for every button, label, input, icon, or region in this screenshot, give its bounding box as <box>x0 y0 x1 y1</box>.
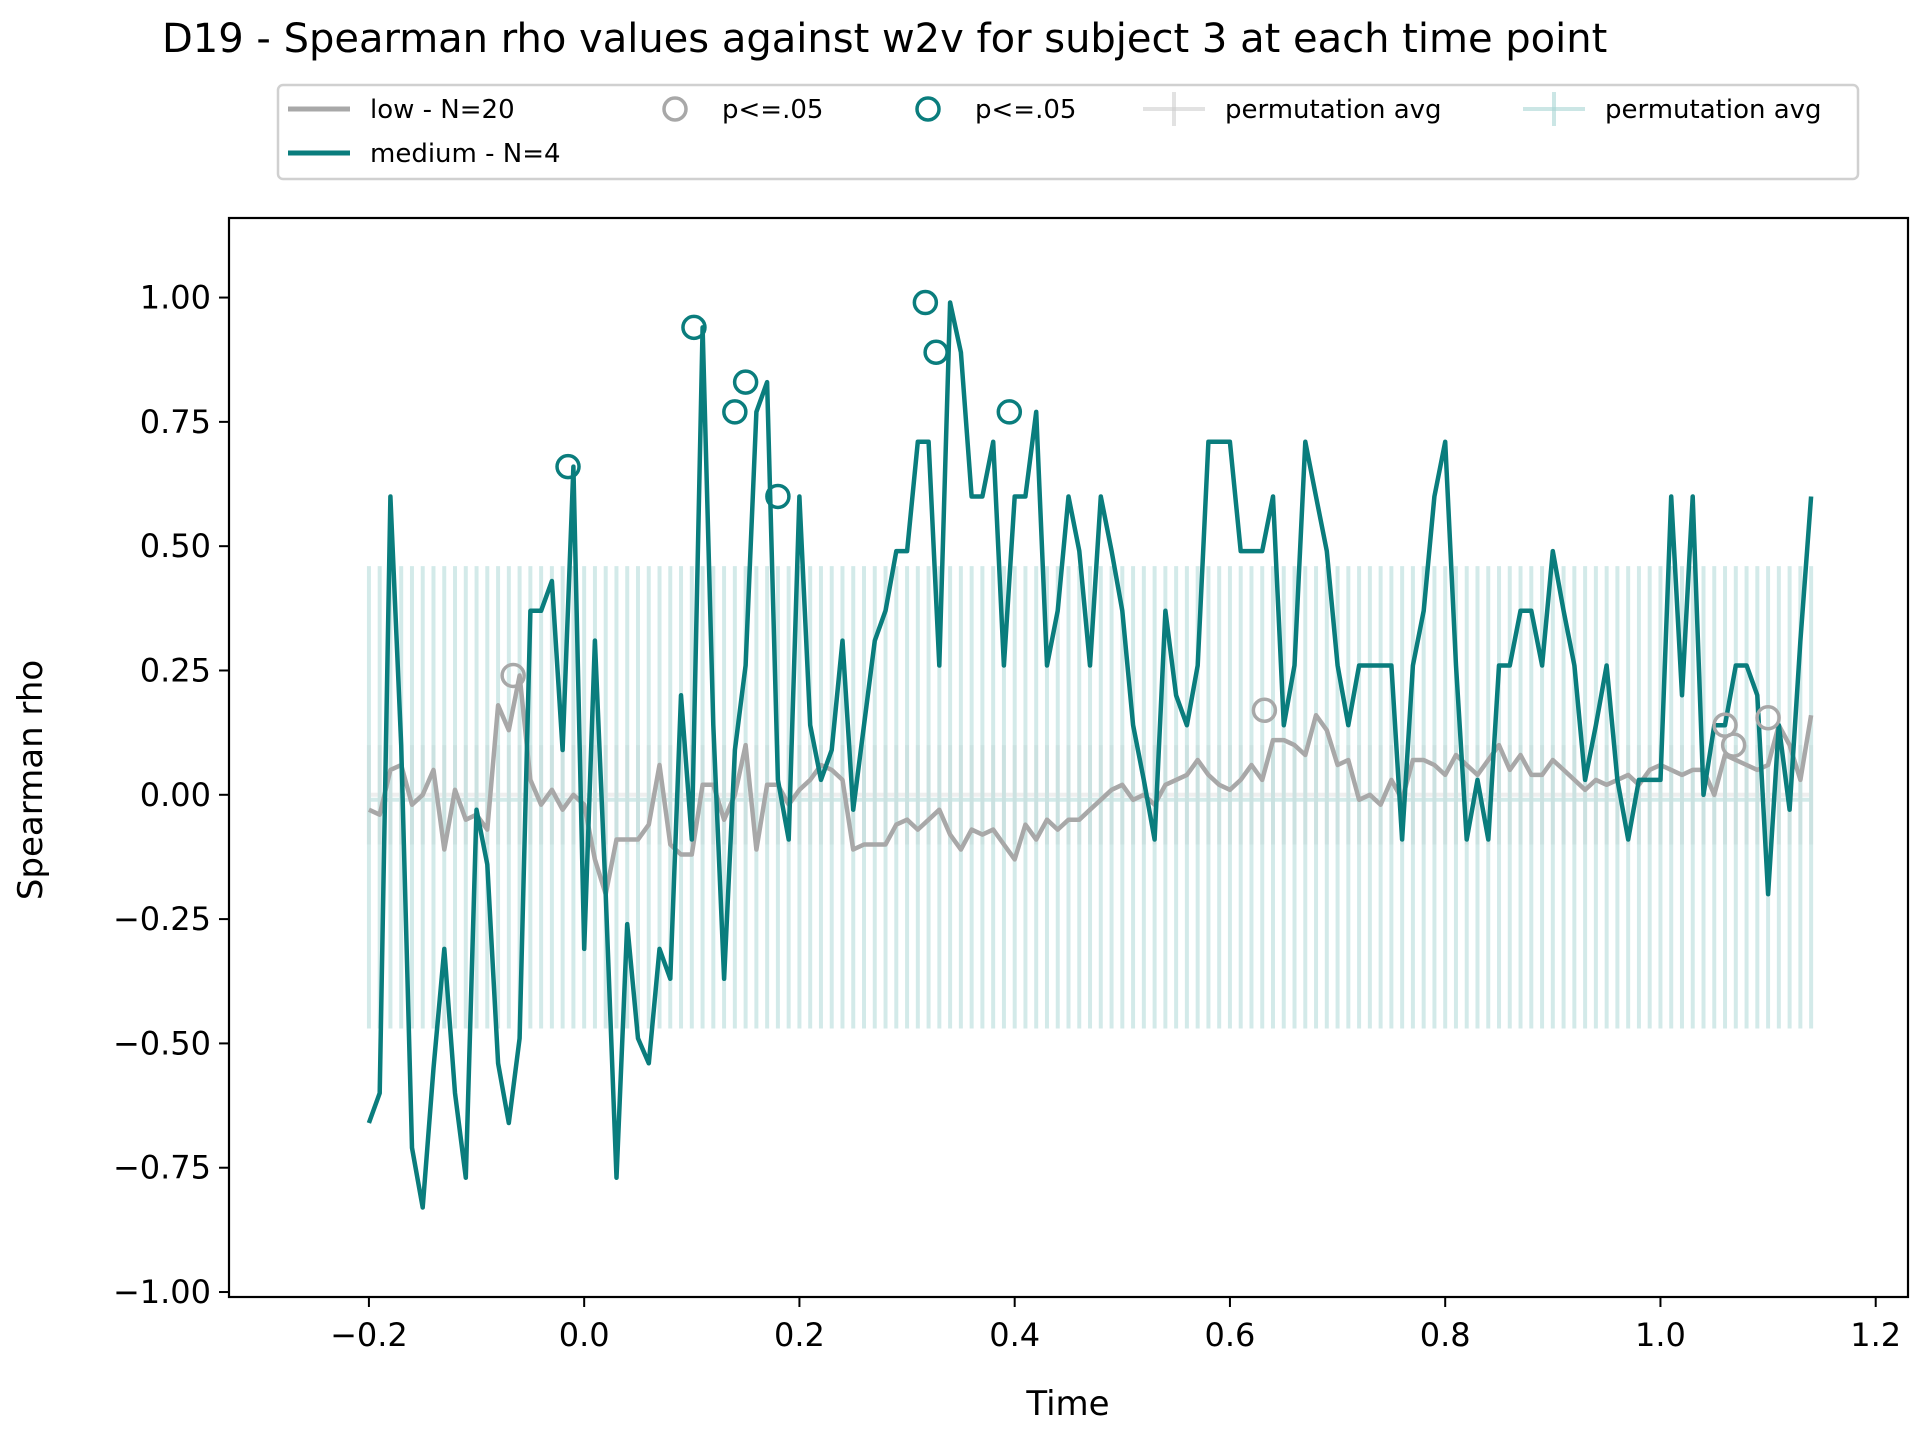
series-line-low <box>367 673 1814 897</box>
legend-label: medium - N=4 <box>370 139 561 169</box>
y-tick-label: −0.25 <box>113 900 211 938</box>
y-tick-label: 0.50 <box>140 527 211 565</box>
legend-label: p<=.05 <box>722 95 823 125</box>
significance-marker <box>722 399 748 425</box>
y-tick-label: 0.00 <box>140 776 211 814</box>
legend-label: p<=.05 <box>975 95 1076 125</box>
x-tick-label: 0.2 <box>774 1316 825 1354</box>
y-tick-label: −0.50 <box>113 1024 211 1062</box>
axes: −0.2 0.0 0.2 0.4 0.6 0.8 1.0 1.2 −1.00 −0.75 −0.50… <box>113 216 1910 1354</box>
series-line-medium <box>366 300 1814 1210</box>
legend-circle-swatch <box>915 96 941 122</box>
legend-label: permutation avg <box>1225 95 1442 125</box>
legend-item: permutation avg <box>1523 92 1822 126</box>
legend-circle-swatch <box>662 96 688 122</box>
chart-title: D19 - Spearman rho values against w2v fo… <box>162 16 1607 62</box>
x-tick-label: 1.0 <box>1635 1316 1686 1354</box>
y-tick-label: −1.00 <box>113 1273 211 1311</box>
permutation-series-1 <box>366 566 1814 1029</box>
legend-item: low - N=20 <box>288 95 515 125</box>
y-tick-label: 1.00 <box>140 279 211 317</box>
plot-area <box>366 289 1814 1210</box>
significance-marker <box>912 289 939 316</box>
x-tick-label: 0.6 <box>1204 1316 1255 1354</box>
y-tick-label: −0.75 <box>113 1149 211 1187</box>
plot-marks <box>366 289 1814 1210</box>
significance-marker <box>765 483 791 510</box>
significance-marker <box>923 339 949 366</box>
legend-item: p<=.05 <box>662 95 823 125</box>
significance-marker <box>1251 697 1278 724</box>
plot-frame <box>227 216 1910 1299</box>
x-tick-label: 1.2 <box>1850 1316 1901 1354</box>
legend-label: low - N=20 <box>370 95 515 125</box>
y-tick-label: 0.75 <box>140 403 211 441</box>
significance-marker <box>1720 732 1747 758</box>
x-tick-label: −0.2 <box>330 1316 408 1354</box>
significance-marker <box>1755 704 1781 731</box>
y-tick-label: 0.25 <box>140 651 211 689</box>
x-tick-label: 0.0 <box>559 1316 610 1354</box>
legend-label: permutation avg <box>1605 95 1822 125</box>
legend-box <box>276 83 1860 181</box>
x-tick-label: 0.4 <box>989 1316 1040 1354</box>
legend-item: p<=.05 <box>915 95 1076 125</box>
legend-item: permutation avg <box>1143 92 1442 126</box>
legend-item: medium - N=4 <box>288 139 561 169</box>
significance-marker <box>732 369 759 395</box>
x-axis-label: Time <box>1025 1384 1109 1424</box>
x-tick-label: 0.8 <box>1420 1316 1471 1354</box>
significance-marker <box>996 399 1023 425</box>
legend: low - N=20 medium - N=4 p<=.05 p<=.05 permut… <box>276 83 1860 181</box>
significance-marker <box>555 453 581 480</box>
significance-marker <box>500 662 526 689</box>
significance-marker <box>681 314 707 341</box>
y-axis-label: Spearman rho <box>11 660 51 900</box>
